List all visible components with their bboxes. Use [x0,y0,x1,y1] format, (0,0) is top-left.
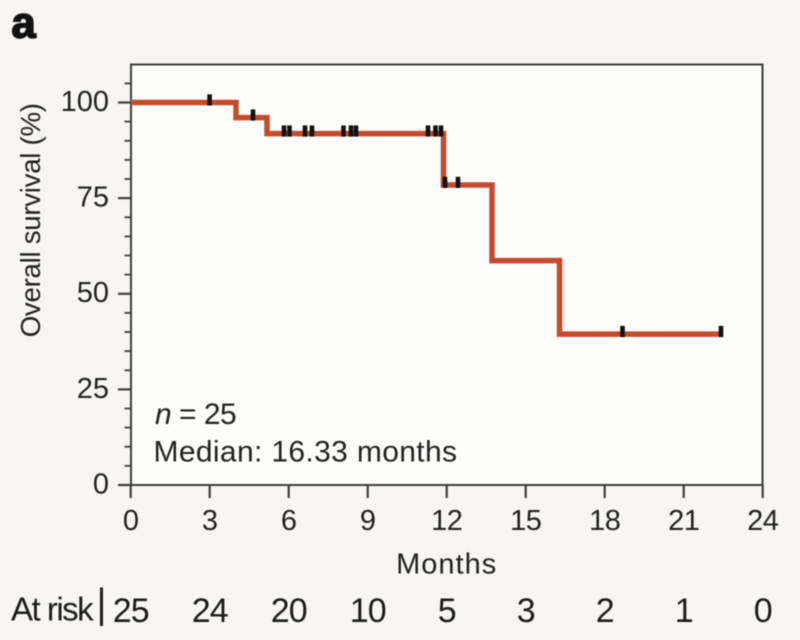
svg-text:5: 5 [438,592,456,630]
svg-text:2: 2 [596,592,614,630]
svg-text:12: 12 [431,505,462,537]
svg-text:0: 0 [93,468,109,500]
svg-text:Overall survival (%): Overall survival (%) [15,103,46,337]
svg-text:75: 75 [77,182,109,214]
svg-text:9: 9 [360,505,376,537]
svg-text:1: 1 [675,592,693,630]
svg-text:a: a [12,0,37,48]
svg-text:0: 0 [754,592,772,630]
svg-text:6: 6 [281,505,297,537]
svg-text:100: 100 [61,86,109,118]
svg-text:18: 18 [589,505,620,537]
svg-text:25: 25 [77,373,109,405]
svg-text:15: 15 [510,505,541,537]
svg-text:24: 24 [747,505,779,537]
svg-text:3: 3 [517,592,535,630]
svg-text:21: 21 [668,505,699,537]
svg-text:3: 3 [202,505,218,537]
svg-text:Median: 16.33 months: Median: 16.33 months [154,436,458,469]
svg-text:0: 0 [123,505,139,537]
svg-text:10: 10 [350,592,386,630]
svg-text:24: 24 [192,592,228,630]
svg-text:20: 20 [271,592,307,630]
svg-text:n = 25: n = 25 [155,398,236,431]
svg-text:50: 50 [77,277,109,309]
svg-text:At risk: At risk [11,591,94,628]
svg-text:25: 25 [113,592,149,630]
svg-text:Months: Months [396,549,497,581]
